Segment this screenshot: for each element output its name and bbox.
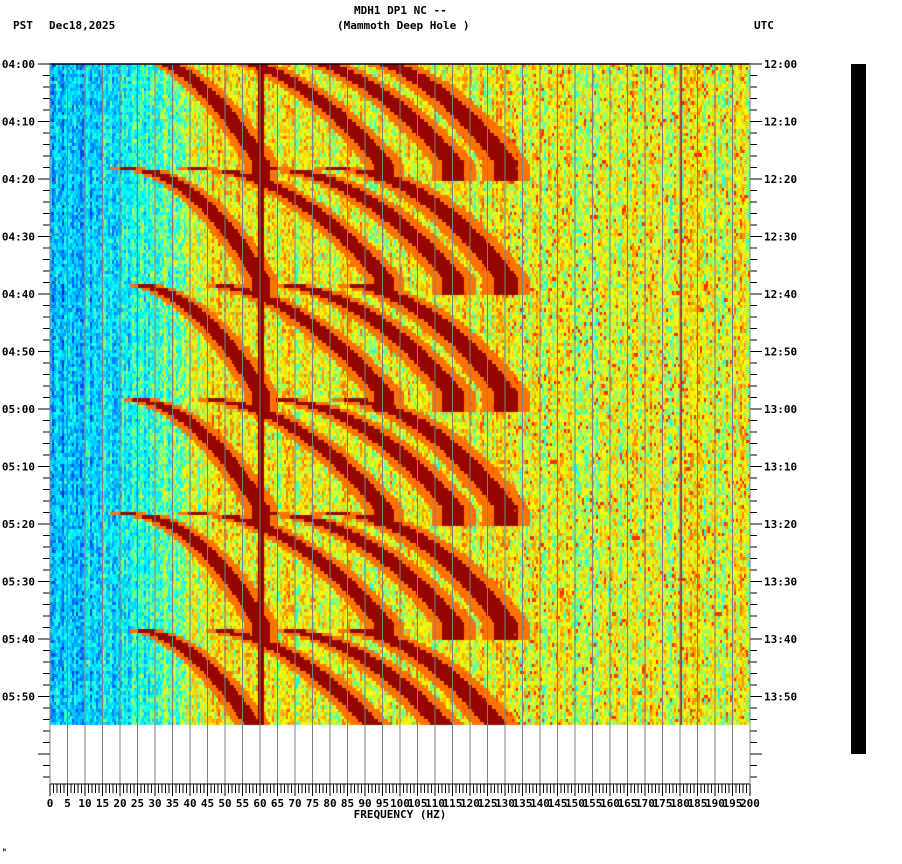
left-timezone: PST — [13, 19, 33, 32]
svg-text:12:50: 12:50 — [764, 346, 797, 359]
svg-text:65: 65 — [271, 797, 284, 810]
svg-text:05:40: 05:40 — [2, 633, 35, 646]
svg-text:5: 5 — [64, 797, 71, 810]
svg-text:130: 130 — [495, 797, 515, 810]
svg-text:35: 35 — [166, 797, 179, 810]
right-timezone: UTC — [754, 19, 774, 32]
svg-text:120: 120 — [460, 797, 480, 810]
svg-text:05:00: 05:00 — [2, 403, 35, 416]
svg-text:125: 125 — [478, 797, 498, 810]
amplitude-bar — [851, 64, 866, 754]
svg-text:12:10: 12:10 — [764, 116, 797, 129]
svg-text:70: 70 — [288, 797, 301, 810]
svg-text:10: 10 — [78, 797, 91, 810]
svg-text:04:40: 04:40 — [2, 288, 35, 301]
svg-text:60: 60 — [253, 797, 266, 810]
svg-text:05:10: 05:10 — [2, 461, 35, 474]
svg-text:100: 100 — [390, 797, 410, 810]
svg-text:04:20: 04:20 — [2, 173, 35, 186]
svg-text:04:00: 04:00 — [2, 58, 35, 71]
location-title: (Mammoth Deep Hole ) — [337, 19, 470, 32]
svg-text:13:50: 13:50 — [764, 691, 797, 704]
svg-text:45: 45 — [201, 797, 214, 810]
svg-text:80: 80 — [323, 797, 336, 810]
svg-text:30: 30 — [148, 797, 161, 810]
svg-text:50: 50 — [218, 797, 231, 810]
svg-text:90: 90 — [358, 797, 371, 810]
svg-text:13:20: 13:20 — [764, 518, 797, 531]
svg-text:155: 155 — [583, 797, 603, 810]
svg-text:190: 190 — [705, 797, 725, 810]
svg-text:15: 15 — [96, 797, 109, 810]
svg-text:12:40: 12:40 — [764, 288, 797, 301]
svg-text:05:50: 05:50 — [2, 691, 35, 704]
svg-text:160: 160 — [600, 797, 620, 810]
svg-text:165: 165 — [618, 797, 638, 810]
svg-text:95: 95 — [376, 797, 389, 810]
svg-text:200: 200 — [740, 797, 760, 810]
svg-text:195: 195 — [723, 797, 743, 810]
svg-text:180: 180 — [670, 797, 690, 810]
svg-text:175: 175 — [653, 797, 673, 810]
svg-text:12:00: 12:00 — [764, 58, 797, 71]
svg-text:04:30: 04:30 — [2, 231, 35, 244]
svg-text:110: 110 — [425, 797, 445, 810]
svg-text:25: 25 — [131, 797, 144, 810]
station-title: MDH1 DP1 NC -- — [354, 4, 447, 17]
svg-text:135: 135 — [513, 797, 533, 810]
footer-mark: ᴹ — [2, 847, 7, 856]
svg-text:04:50: 04:50 — [2, 346, 35, 359]
svg-text:FREQUENCY (HZ): FREQUENCY (HZ) — [354, 808, 447, 821]
svg-text:85: 85 — [341, 797, 354, 810]
svg-text:12:20: 12:20 — [764, 173, 797, 186]
svg-text:20: 20 — [113, 797, 126, 810]
svg-text:170: 170 — [635, 797, 655, 810]
svg-text:12:30: 12:30 — [764, 231, 797, 244]
svg-text:55: 55 — [236, 797, 249, 810]
svg-text:05:30: 05:30 — [2, 576, 35, 589]
svg-text:13:00: 13:00 — [764, 403, 797, 416]
svg-text:13:10: 13:10 — [764, 461, 797, 474]
svg-text:04:10: 04:10 — [2, 116, 35, 129]
svg-text:0: 0 — [47, 797, 54, 810]
svg-text:40: 40 — [183, 797, 196, 810]
svg-text:75: 75 — [306, 797, 319, 810]
svg-text:140: 140 — [530, 797, 550, 810]
svg-text:145: 145 — [548, 797, 568, 810]
svg-text:13:40: 13:40 — [764, 633, 797, 646]
svg-text:05:20: 05:20 — [2, 518, 35, 531]
svg-text:13:30: 13:30 — [764, 576, 797, 589]
svg-text:115: 115 — [443, 797, 463, 810]
svg-text:150: 150 — [565, 797, 585, 810]
date-label: Dec18,2025 — [49, 19, 116, 32]
svg-text:185: 185 — [688, 797, 708, 810]
svg-text:105: 105 — [408, 797, 428, 810]
